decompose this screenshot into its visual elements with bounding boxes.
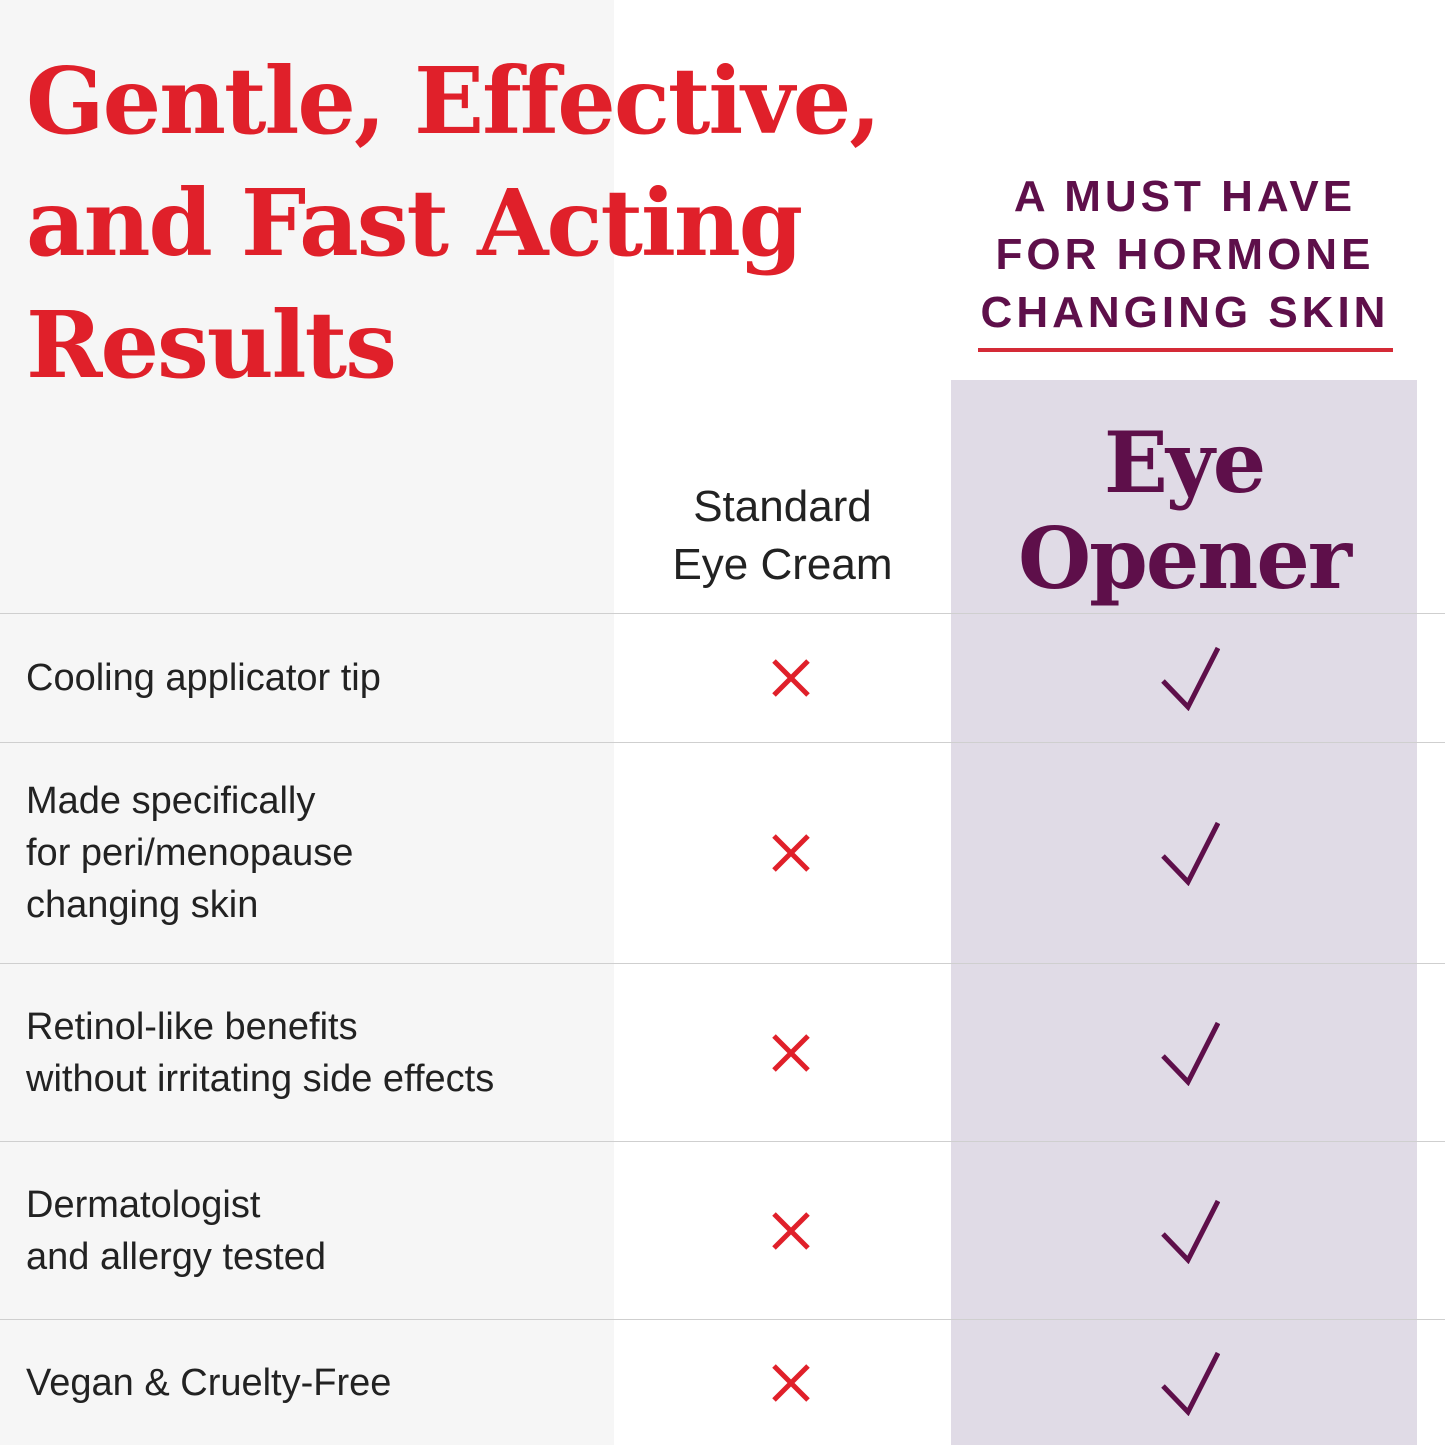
headline-line: Results [26, 291, 397, 399]
header-line: Eye [1103, 413, 1266, 512]
check-icon [1160, 1350, 1221, 1416]
header-line: Opener [1017, 509, 1352, 608]
tagline: A MUST HAVE FOR HORMONE CHANGING SKIN [960, 168, 1410, 342]
feature-line: without irritating side effects [26, 1057, 495, 1100]
feature-line: Made specifically [26, 780, 316, 822]
x-icon [771, 658, 811, 698]
left-column-background [0, 0, 614, 1445]
feature-label: Made specifically for peri/menopause chang… [26, 775, 606, 931]
header-line: Standard [693, 482, 872, 531]
check-icon [1160, 820, 1221, 887]
standard-column-header: Standard Eye Cream [614, 478, 951, 594]
feature-label: Cooling applicator tip [26, 652, 606, 704]
x-icon [771, 1363, 811, 1403]
tagline-underline [978, 348, 1393, 352]
tagline-line: A MUST HAVE [1013, 172, 1357, 221]
feature-line: Vegan & Cruelty-Free [26, 1361, 392, 1404]
feature-label: Retinol-like benefits without irritating … [26, 1001, 606, 1105]
tagline-line: FOR HORMONE [995, 230, 1375, 279]
check-icon [1160, 1198, 1221, 1264]
headline-line: Gentle, Effective, [26, 47, 881, 155]
x-icon [771, 1033, 811, 1073]
feature-label: Dermatologist and allergy tested [26, 1179, 606, 1283]
headline-line: and Fast Acting [26, 169, 803, 277]
feature-line: Dermatologist [26, 1183, 261, 1226]
table-row: Cooling applicator tip [0, 613, 1445, 742]
header-line: Eye Cream [672, 540, 893, 589]
feature-line: and allergy tested [26, 1235, 326, 1278]
product-column-header: Eye Opener [951, 415, 1417, 607]
feature-line: Retinol-like benefits [26, 1005, 358, 1048]
eye-opener-column-background [951, 380, 1417, 1445]
table-row: Vegan & Cruelty-Free [0, 1319, 1445, 1445]
headline: Gentle, Effective, and Fast Acting Resul… [26, 40, 926, 406]
check-icon [1160, 645, 1221, 712]
tagline-line: CHANGING SKIN [980, 288, 1390, 337]
table-row: Retinol-like benefits without irritating … [0, 963, 1445, 1141]
x-icon [771, 1211, 811, 1251]
table-row: Made specifically for peri/menopause chang… [0, 742, 1445, 963]
feature-line: changing skin [26, 884, 259, 926]
check-icon [1160, 1020, 1221, 1086]
table-row: Dermatologist and allergy tested [0, 1141, 1445, 1319]
feature-line: Cooling applicator tip [26, 657, 381, 699]
x-icon [771, 833, 811, 873]
feature-label: Vegan & Cruelty-Free [26, 1357, 606, 1409]
feature-line: for peri/menopause [26, 832, 354, 874]
